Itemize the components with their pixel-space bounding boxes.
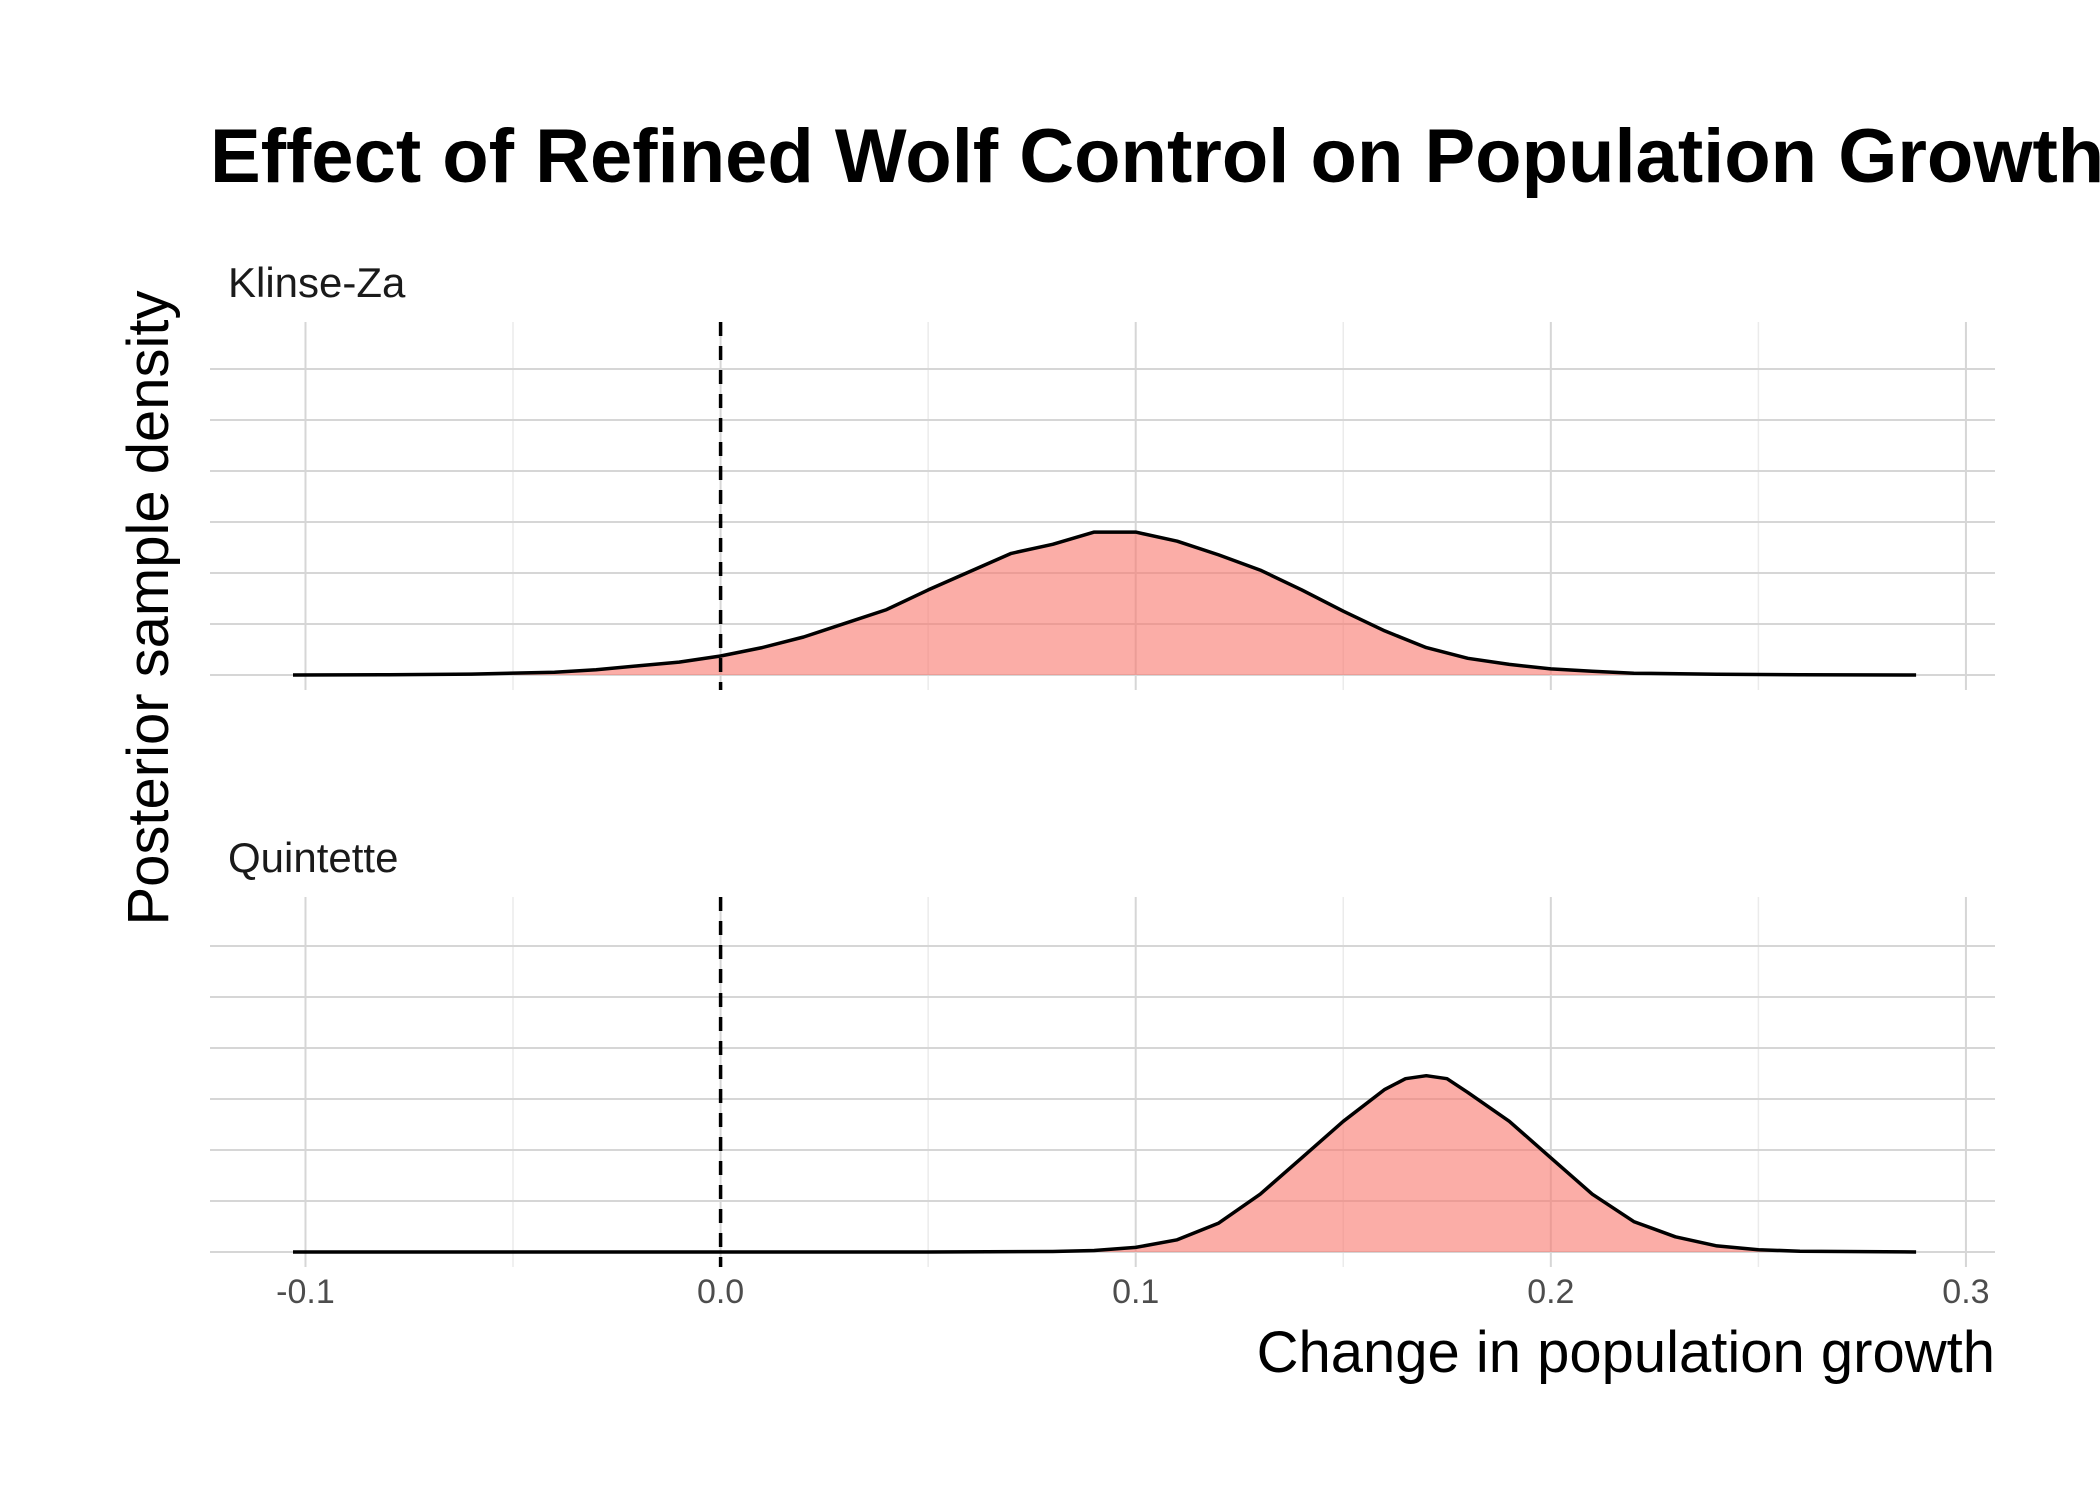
density-line-quintette: [293, 1073, 1917, 1254]
panel-klinse-za: Klinse-Za: [210, 259, 1995, 690]
density-line-klinse-za: [292, 530, 1917, 677]
panel-label-klinse-za: Klinse-Za: [228, 259, 406, 306]
x-tick-label: 0.1: [1112, 1273, 1159, 1311]
x-tick-label: 0.2: [1527, 1273, 1574, 1311]
x-tick-label: -0.1: [276, 1273, 335, 1311]
chart-title: Effect of Refined Wolf Control on Popula…: [210, 114, 2100, 199]
density-area-klinse-za: [293, 532, 1917, 675]
panel-label-quintette: Quintette: [228, 834, 398, 881]
density-area-quintette: [293, 1075, 1917, 1252]
y-axis-title: Posterior sample density: [116, 290, 181, 925]
x-axis-title: Change in population growth: [1257, 1320, 1995, 1385]
x-tick-label: 0.0: [697, 1273, 744, 1311]
x-tick-label: 0.3: [1942, 1273, 1989, 1311]
panel-quintette: Quintette: [210, 834, 1995, 1267]
x-axis-ticks: -0.1 0.0 0.1 0.2 0.3: [276, 1273, 1989, 1311]
